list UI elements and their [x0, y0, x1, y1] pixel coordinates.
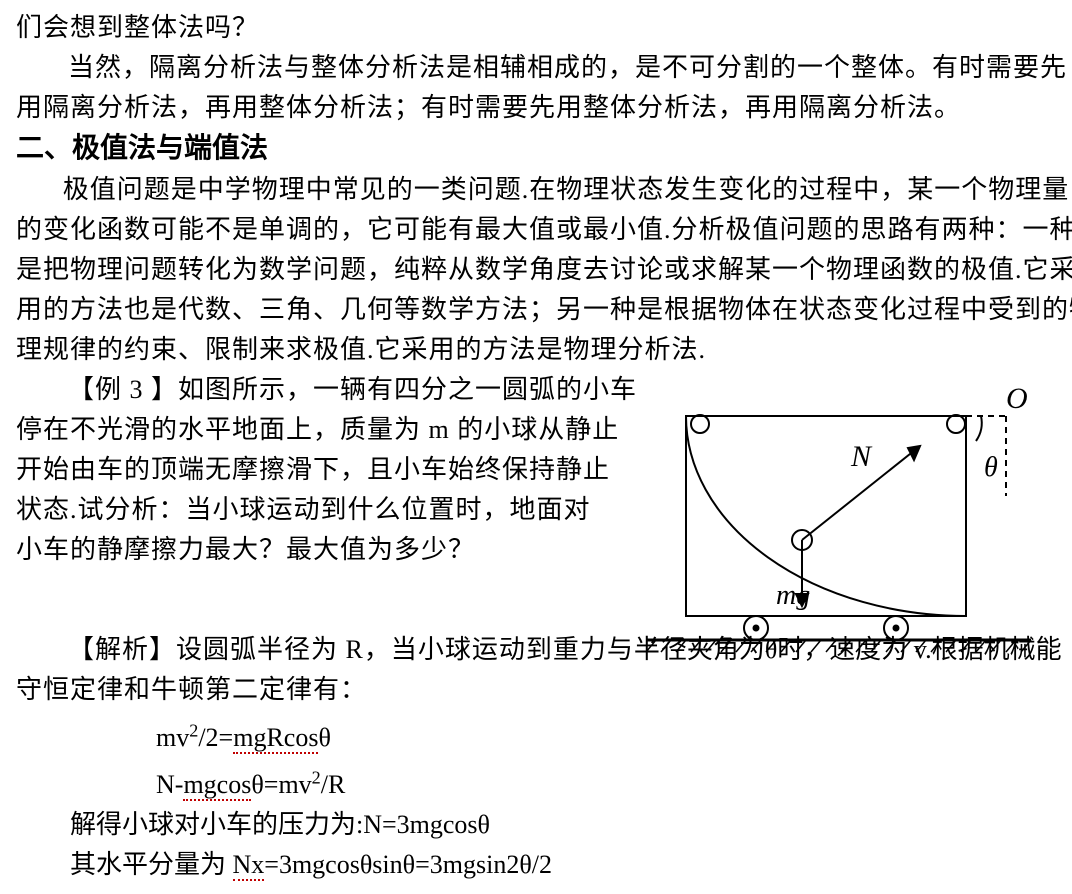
label-n: N — [850, 440, 873, 473]
result-underlined: Nx — [233, 850, 265, 881]
example-line: 小车的静摩擦力最大？最大值为多少？ — [16, 530, 606, 570]
result-text: 其水平分量为 — [70, 850, 233, 879]
eq-underlined: mgcos — [183, 770, 251, 801]
cart-body — [686, 416, 966, 616]
example-line: 停在不光滑的水平地面上，质量为 m 的小球从静止 — [16, 410, 606, 450]
example-line: 状态.试分析：当小球运动到什么位置时，地面对 — [16, 490, 606, 530]
eq-underlined: mgRcos — [233, 723, 318, 754]
result-line: 解得小球对小车的压力为:N=3mgcosθ — [16, 805, 1056, 845]
solution-text: 【解析】设圆弧半径为 R，当小球运动到重力与半 — [68, 635, 661, 664]
equation-line: mv2/2=mgRcosθ — [16, 710, 1056, 758]
ball-right — [947, 415, 965, 433]
paragraph-line: 极值问题是中学物理中常见的一类问题.在物理状态发生变化的过程中，某一个物理量 — [16, 170, 1056, 210]
example-line: 【例 3 】如图所示，一辆有四分之一圆弧的小车 — [16, 370, 606, 410]
arc-path — [686, 416, 966, 616]
example-block: 【例 3 】如图所示，一辆有四分之一圆弧的小车 停在不光滑的水平地面上，质量为 … — [16, 370, 1056, 710]
eq-text: mv — [156, 723, 189, 752]
paragraph-line: 们会想到整体法吗？ — [16, 8, 1056, 48]
example-line: 开始由车的顶端无摩擦滑下，且小车始终保持静止 — [16, 450, 606, 490]
equation-line: N-mgcosθ=mv2/R — [16, 758, 1056, 806]
solution-line: 守恒定律和牛顿第二定律有： — [16, 670, 1056, 710]
label-theta: θ — [984, 452, 998, 483]
label-o: O — [1006, 386, 1028, 415]
paragraph-line: 是把物理问题转化为数学问题，纯粹从数学角度去讨论或求解某一个物理函数的极值.它采 — [16, 250, 1056, 290]
wheel-left-inner — [754, 626, 759, 631]
eq-text: θ=mv — [251, 770, 311, 799]
wheel-right-inner — [894, 626, 899, 631]
paragraph-line: 用的方法也是代数、三角、几何等数学方法；另一种是根据物体在状态变化过程中受到的物 — [16, 290, 1056, 330]
angle-arc — [976, 416, 982, 441]
section-heading: 二、极值法与端值法 — [16, 128, 1056, 170]
eq-text: /R — [321, 770, 346, 799]
eq-text: N- — [156, 770, 183, 799]
paragraph-line: 当然，隔离分析法与整体分析法是相辅相成的，是不可分割的一个整体。有时需要先 — [16, 48, 1056, 88]
label-mg: mg — [776, 580, 810, 611]
paragraph-line: 理规律的约束、限制来求极值.它采用的方法是物理分析法. — [16, 330, 1056, 370]
eq-text: /2= — [198, 723, 233, 752]
physics-diagram: O N θ mg — [636, 386, 1036, 666]
paragraph-line: 的变化函数可能不是单调的，它可能有最大值或最小值.分析极值问题的思路有两种：一种 — [16, 210, 1056, 250]
ball-top — [691, 415, 709, 433]
paragraph-line: 用隔离分析法，再用整体分析法；有时需要先用整体分析法，再用隔离分析法。 — [16, 88, 1056, 128]
result-text: =3mgcosθsinθ=3mgsin2θ/2 — [264, 850, 552, 879]
result-line: 其水平分量为 Nx=3mgcosθsinθ=3mgsin2θ/2 — [16, 845, 1056, 885]
eq-text: θ — [318, 723, 330, 752]
arrow-n-head — [908, 446, 920, 460]
